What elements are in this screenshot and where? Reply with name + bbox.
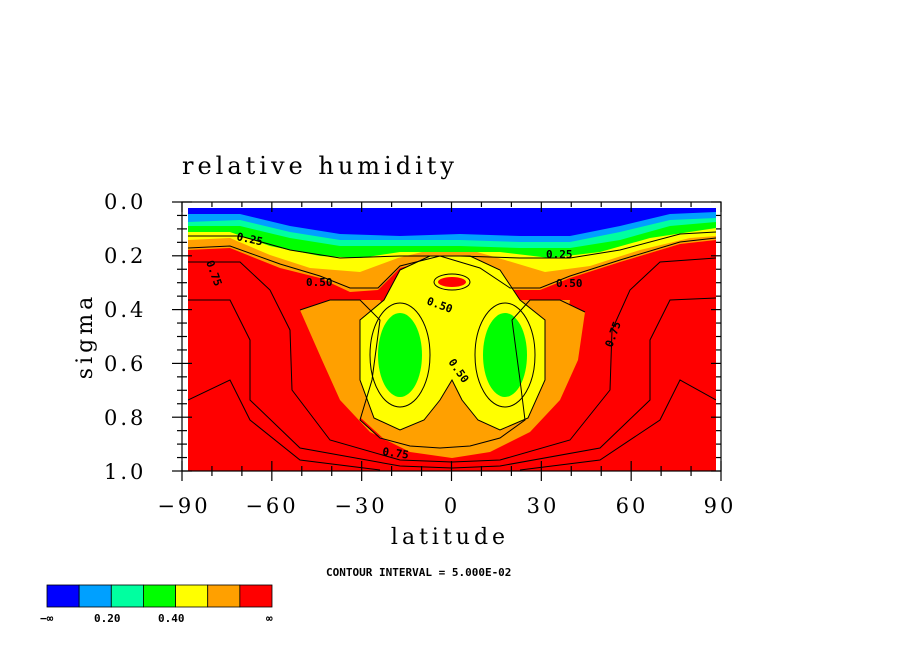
colorbar-swatch — [110, 584, 144, 608]
x-tick-label: −30 — [334, 494, 387, 518]
colorbar-label: 0.20 — [94, 612, 121, 625]
fill-red-blob — [438, 277, 466, 287]
x-tick-label: 0 — [444, 494, 460, 518]
y-tick-label: 0.6 — [104, 352, 146, 376]
contour-lines — [188, 231, 716, 471]
y-tick-label: 1.0 — [104, 460, 146, 484]
contour-label: 0.50 — [306, 276, 333, 289]
colorbar-label: ∞ — [266, 612, 273, 625]
y-tick-label: 0.4 — [104, 298, 146, 322]
x-tick-label: −60 — [245, 494, 298, 518]
y-axis-tick-labels: 0.0 0.2 0.4 0.6 0.8 1.0 — [104, 190, 146, 484]
colorbar-swatch — [143, 584, 176, 608]
colorbar-swatch — [175, 584, 209, 608]
colorbar-swatch — [46, 584, 80, 608]
x-tick-label: −90 — [157, 494, 210, 518]
contour-field: 0.25 0.25 0.50 0.50 0.50 0.50 0.75 0.75 … — [188, 202, 716, 471]
colorbar-swatch — [239, 584, 273, 608]
y-tick-label: 0.2 — [104, 244, 146, 268]
x-axis-tick-labels: −90 −60 −30 0 30 60 90 — [157, 494, 737, 518]
contour-label: 0.75 — [382, 445, 410, 462]
x-tick-label: 90 — [704, 494, 737, 518]
y-axis-label: sigma — [73, 293, 98, 379]
y-tick-label: 0.0 — [104, 190, 146, 214]
chart-title: relative humidity — [182, 152, 458, 180]
colorbar-labels: −∞ 0.20 0.40 ∞ — [40, 612, 273, 625]
colorbar-swatch — [78, 584, 112, 608]
x-tick-label: 60 — [616, 494, 649, 518]
y-tick-label: 0.8 — [104, 406, 146, 430]
fill-green-left — [378, 313, 422, 397]
colorbar — [46, 584, 273, 608]
colorbar-swatch — [207, 584, 241, 608]
axis-ticks — [172, 201, 722, 481]
contour-label: 0.25 — [235, 230, 264, 248]
fill-green-right — [483, 313, 527, 397]
contour-label: 0.50 — [556, 277, 583, 290]
x-tick-label: 30 — [527, 494, 560, 518]
fill-blue-band — [188, 208, 716, 236]
contour-label: 0.25 — [546, 248, 573, 261]
x-axis-label: latitude — [391, 525, 509, 550]
fill-orange-region — [188, 226, 716, 458]
contour-interval-note: CONTOUR INTERVAL = 5.000E-02 — [326, 566, 511, 579]
colorbar-label: 0.40 — [158, 612, 185, 625]
colorbar-label: −∞ — [40, 612, 54, 625]
